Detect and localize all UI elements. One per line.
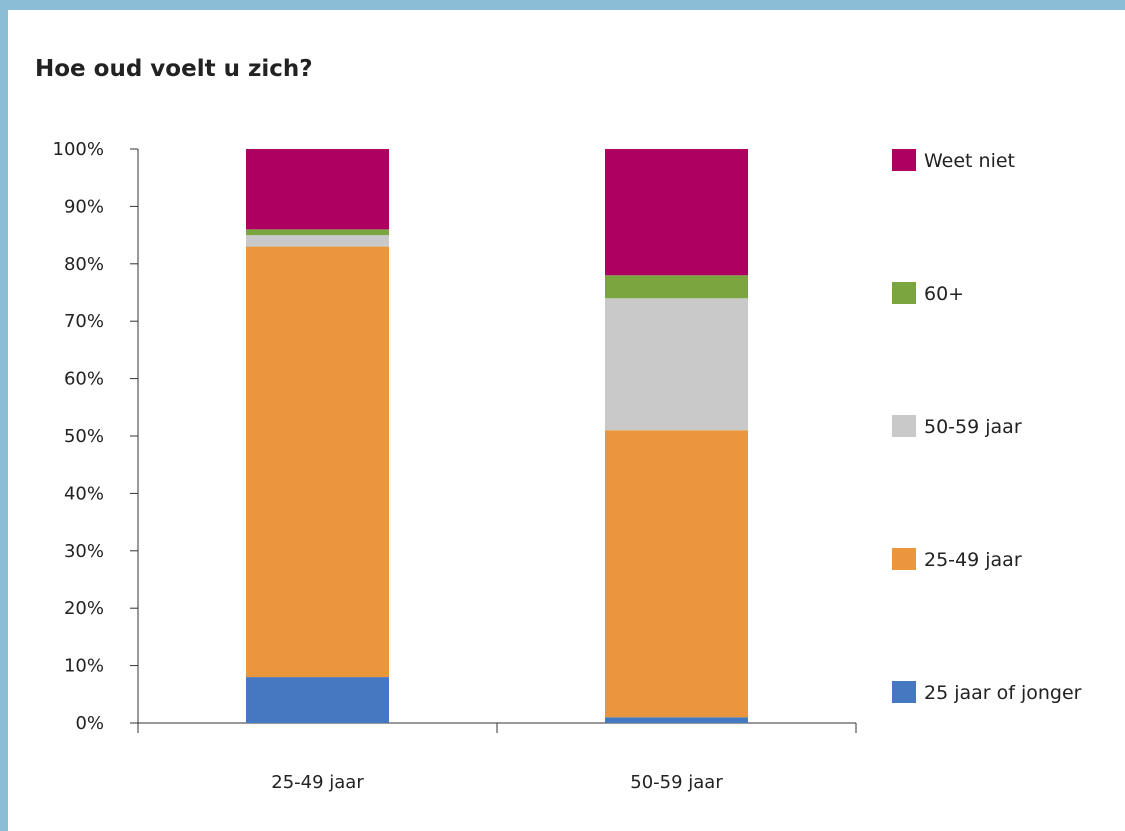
legend-label: 60+ bbox=[924, 283, 964, 305]
bar-segment-25-jaar-of-jonger bbox=[605, 717, 748, 723]
chart-panel: Hoe oud voelt u zich? 0% 10% 20% 30% 40% 50% 6… bbox=[8, 10, 1125, 831]
bar-segment-25-49-jaar bbox=[605, 430, 748, 718]
y-tick-label: 90% bbox=[64, 196, 104, 217]
bar-segment-60 bbox=[605, 275, 748, 299]
legend-swatch bbox=[892, 548, 916, 570]
bar-segment-weet-niet bbox=[605, 149, 748, 276]
y-tick-label: 60% bbox=[64, 369, 104, 390]
legend-label: 50-59 jaar bbox=[924, 416, 1022, 438]
legend-swatch bbox=[892, 149, 916, 171]
y-tick-label: 50% bbox=[64, 426, 104, 447]
y-tick-label: 70% bbox=[64, 311, 104, 332]
y-tick-label: 30% bbox=[64, 541, 104, 562]
bar-segment-weet-niet bbox=[246, 149, 389, 230]
y-tick-label: 40% bbox=[64, 483, 104, 504]
legend-swatch bbox=[892, 681, 916, 703]
legend-swatch bbox=[892, 415, 916, 437]
y-tick-label: 0% bbox=[75, 713, 104, 734]
bar-segment-25-49-jaar bbox=[246, 246, 389, 678]
chart-title: Hoe oud voelt u zich? bbox=[35, 56, 313, 82]
legend-label: Weet niet bbox=[924, 150, 1015, 172]
bar-segment-50-59-jaar bbox=[605, 298, 748, 431]
bar-segment-60 bbox=[246, 229, 389, 236]
stacked-bar-chart: 0% 10% 20% 30% 40% 50% 60% 70% 80% 90% 100% 25-49 j… bbox=[53, 139, 1082, 793]
legend-swatch bbox=[892, 282, 916, 304]
y-tick-label: 20% bbox=[64, 598, 104, 619]
legend-label: 25-49 jaar bbox=[924, 549, 1022, 571]
bar-segment-50-59-jaar bbox=[246, 235, 389, 247]
y-tick-label: 80% bbox=[64, 254, 104, 275]
y-tick-label: 100% bbox=[53, 139, 104, 160]
x-category-label: 50-59 jaar bbox=[630, 772, 723, 793]
y-tick-label: 10% bbox=[64, 656, 104, 677]
legend-label: 25 jaar of jonger bbox=[924, 682, 1082, 704]
x-category-label: 25-49 jaar bbox=[271, 772, 364, 793]
bar-segment-25-jaar-of-jonger bbox=[246, 677, 389, 723]
